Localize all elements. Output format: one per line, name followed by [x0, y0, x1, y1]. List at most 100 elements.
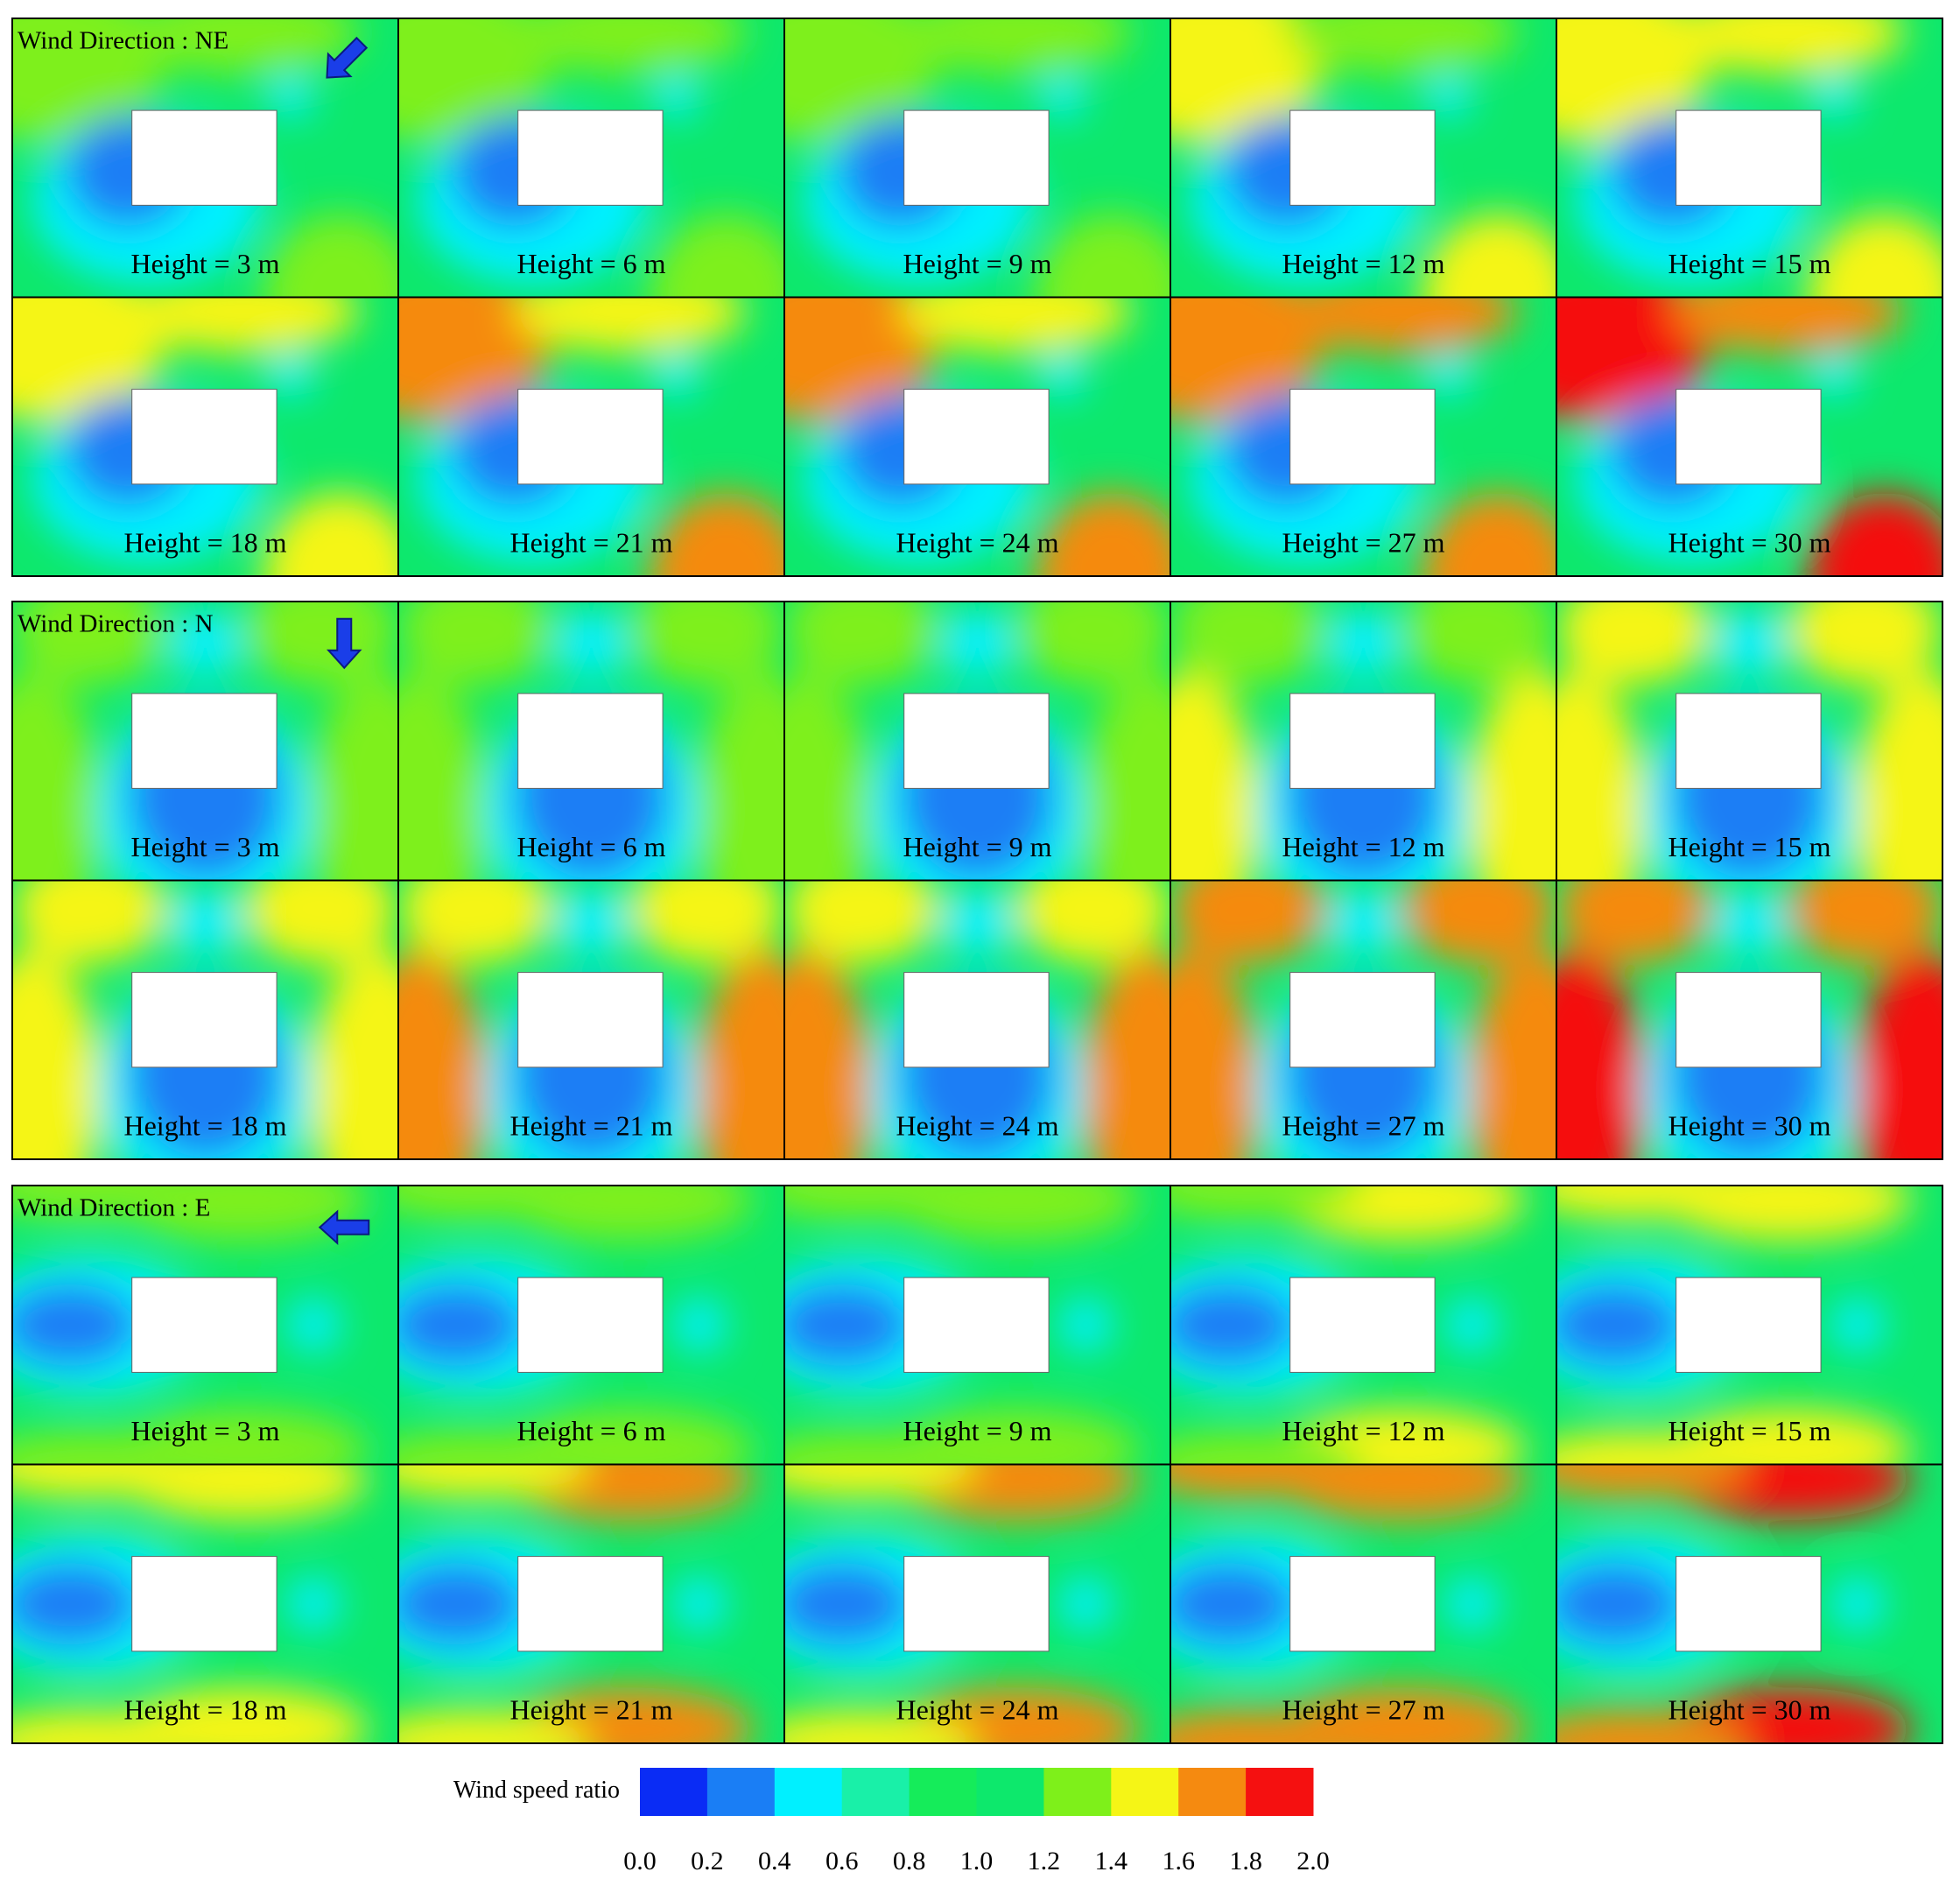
building — [131, 972, 277, 1068]
flow-region — [1556, 1431, 1750, 1465]
height-label: Height = 9 m — [903, 248, 1051, 279]
flow-region — [263, 213, 398, 298]
contour-panel — [1170, 1464, 1556, 1743]
contour-panel — [784, 602, 1170, 881]
flow-region — [12, 602, 167, 686]
flow-region — [1811, 74, 1858, 119]
flow-region — [1711, 889, 1788, 956]
contour-panel — [12, 880, 398, 1159]
flow-region — [1402, 602, 1556, 686]
building — [1675, 693, 1822, 789]
flow-region — [1170, 602, 1325, 686]
height-label: Height = 27 m — [1282, 526, 1444, 558]
flow-region — [1467, 671, 1556, 881]
building — [903, 1277, 1050, 1373]
height-label: Height = 9 m — [903, 831, 1051, 862]
flow-region — [1015, 880, 1170, 965]
height-label: Height = 27 m — [1282, 1693, 1444, 1725]
flow-region — [784, 602, 939, 686]
flow-region — [1170, 1561, 1298, 1646]
height-label: Height = 6 m — [516, 831, 665, 862]
building — [1289, 1556, 1436, 1652]
contour-panel — [1170, 297, 1556, 576]
height-label: Height = 12 m — [1282, 831, 1444, 862]
flow-region — [12, 880, 167, 965]
building — [903, 109, 1050, 206]
flow-region — [1324, 889, 1402, 956]
contour-panel — [12, 1186, 398, 1465]
flow-region — [398, 1186, 592, 1220]
colorbar-tick-label: 0.8 — [893, 1847, 926, 1875]
colorbar-swatch — [774, 1768, 843, 1816]
contour-panel — [12, 297, 398, 576]
field — [398, 880, 784, 1159]
building — [1675, 972, 1822, 1068]
flow-region — [398, 1464, 592, 1498]
flow-region — [784, 1464, 978, 1498]
flow-region — [695, 671, 784, 881]
height-label: Height = 30 m — [1668, 526, 1830, 558]
height-label: Height = 21 m — [509, 526, 672, 558]
flow-region — [1170, 18, 1325, 144]
flow-region — [267, 353, 313, 398]
building — [1675, 109, 1822, 206]
flow-region — [1035, 213, 1170, 298]
flow-region — [12, 18, 167, 144]
flow-region — [1807, 492, 1942, 576]
flow-region — [1788, 880, 1942, 965]
flow-region — [1170, 1186, 1364, 1220]
colorbar-tick-label: 0.2 — [691, 1847, 724, 1875]
flow-region — [1556, 671, 1646, 881]
field — [1556, 1464, 1912, 1743]
colorbar-swatch — [1178, 1768, 1247, 1816]
building — [131, 389, 277, 485]
height-label: Height = 6 m — [516, 1415, 665, 1446]
flow-region — [1039, 353, 1085, 398]
contour-panel — [784, 1186, 1170, 1465]
contour-panel — [1170, 18, 1556, 298]
group-title: Wind Direction : NE — [18, 27, 228, 55]
flow-region — [1170, 1283, 1298, 1368]
flow-region — [267, 74, 313, 119]
colorbar-swatch — [1043, 1768, 1112, 1816]
flow-region — [1672, 18, 1904, 74]
height-label: Height = 15 m — [1668, 248, 1830, 279]
contour-panel — [784, 18, 1170, 298]
contour-panel — [1170, 1186, 1556, 1465]
colorbar-swatch — [976, 1768, 1044, 1816]
flow-region — [309, 671, 398, 881]
panel-border — [1556, 296, 1943, 577]
flow-region — [166, 889, 244, 956]
flow-region — [1556, 18, 1711, 144]
building — [903, 1556, 1050, 1652]
colorbar-tick-label: 0.0 — [623, 1847, 657, 1875]
flow-region — [514, 297, 746, 354]
colorbar-swatch — [1111, 1768, 1179, 1816]
flow-region — [1556, 297, 1711, 423]
flow-region — [166, 609, 244, 677]
height-label: Height = 12 m — [1282, 1415, 1444, 1446]
flow-region — [784, 880, 939, 965]
building — [1675, 389, 1822, 485]
height-label: Height = 21 m — [509, 1109, 672, 1141]
height-label: Height = 18 m — [123, 1693, 286, 1725]
flow-region — [784, 1431, 978, 1465]
flow-region — [12, 1561, 140, 1646]
building — [1289, 389, 1436, 485]
flow-region — [398, 1709, 592, 1743]
height-label: Height = 9 m — [903, 1415, 1051, 1446]
building — [517, 1556, 664, 1652]
flow-region — [398, 297, 553, 423]
height-label: Height = 3 m — [130, 248, 279, 279]
flow-region — [1811, 353, 1858, 398]
flow-region — [552, 889, 630, 956]
flow-region — [286, 1297, 341, 1354]
colorbar-swatch — [640, 1768, 708, 1816]
contour-panel — [784, 297, 1170, 576]
flow-region — [398, 880, 553, 965]
building — [131, 1556, 277, 1652]
flow-region — [1081, 671, 1170, 881]
building — [1289, 1277, 1436, 1373]
height-label: Height = 15 m — [1668, 831, 1830, 862]
flow-region — [1556, 1186, 1750, 1220]
